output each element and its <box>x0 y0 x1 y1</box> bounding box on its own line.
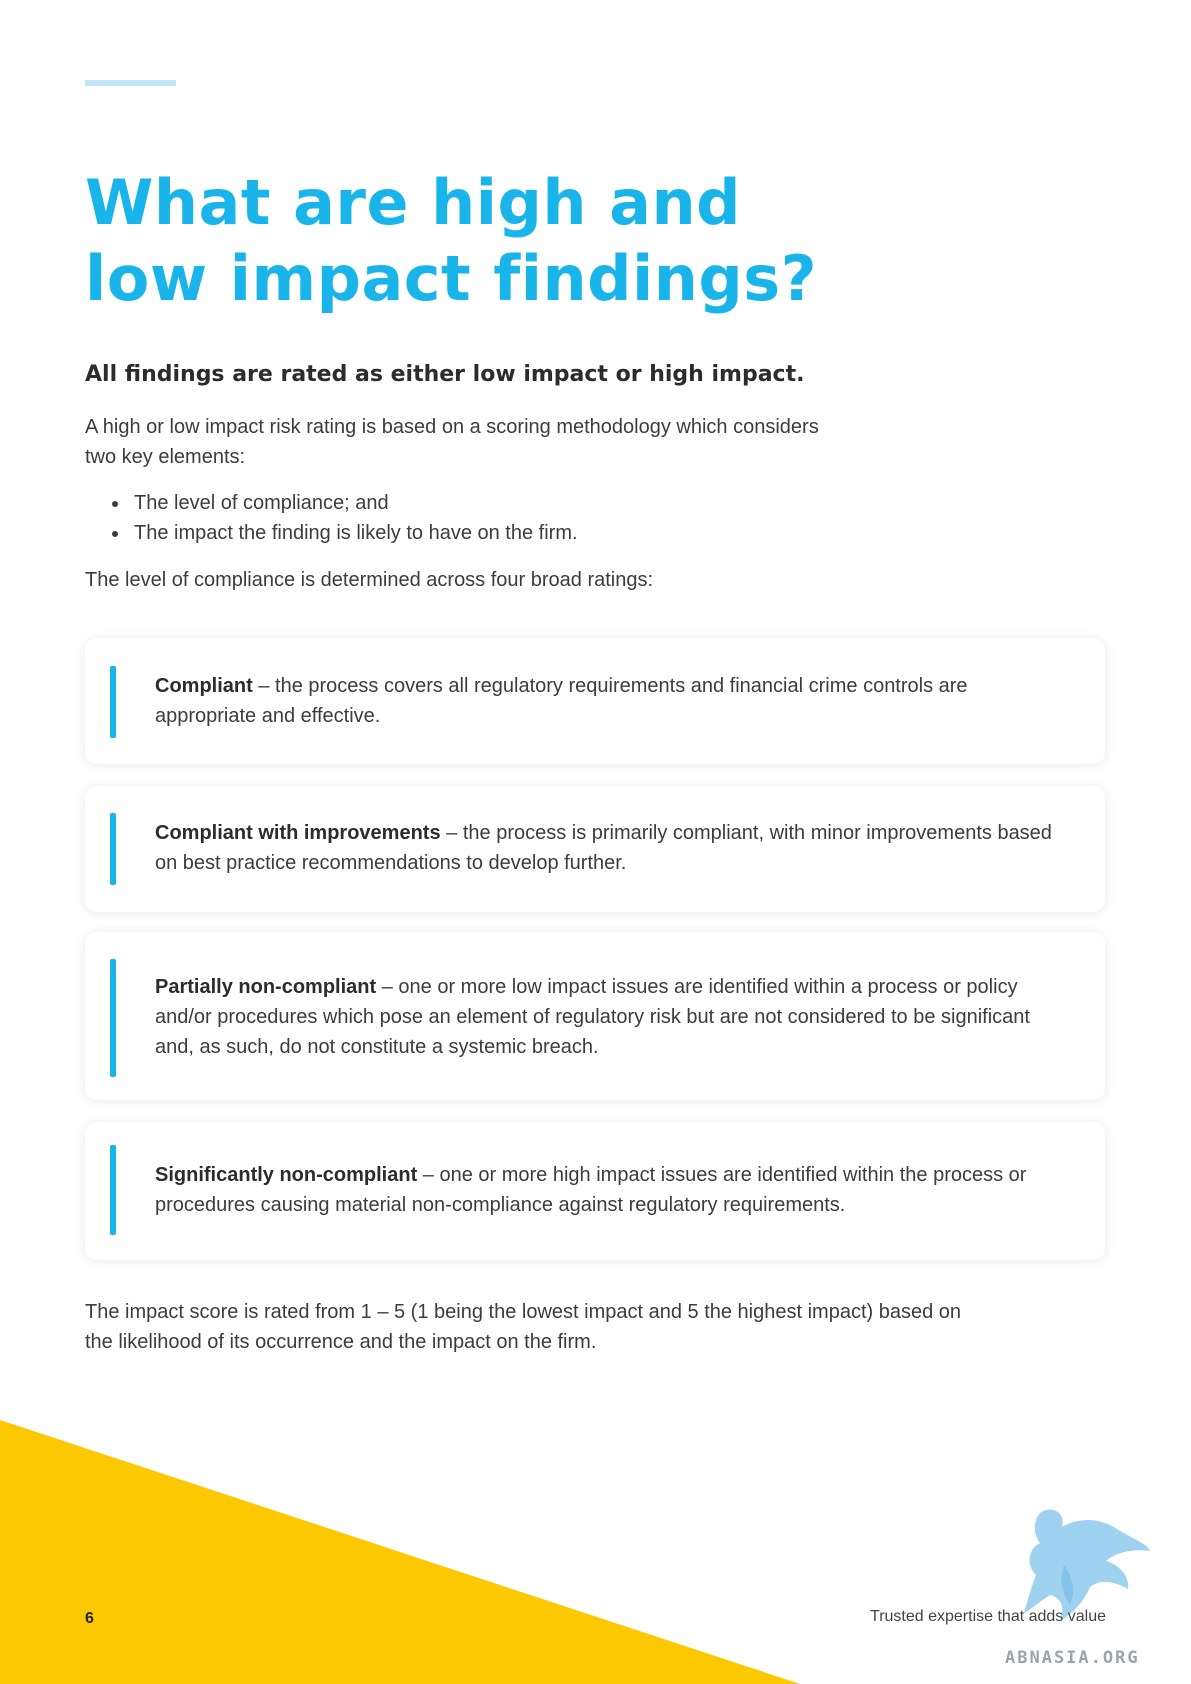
intro-paragraph: A high or low impact risk rating is base… <box>85 416 819 468</box>
list-item: The impact the finding is likely to have… <box>130 518 578 548</box>
card-accent-bar <box>110 959 116 1077</box>
impact-score-paragraph: The impact score is rated from 1 – 5 (1 … <box>85 1301 962 1353</box>
rating-description: – the process covers all regulatory requ… <box>155 675 968 727</box>
rating-card-significantly-non-compliant: Significantly non-compliant – one or mor… <box>85 1122 1105 1260</box>
top-accent-rule <box>85 80 176 86</box>
rating-description: – one or more high impact issues are ide… <box>155 1164 1027 1216</box>
rating-term: Compliant <box>155 675 253 697</box>
griffin-logo-icon <box>1024 1509 1150 1621</box>
lead-statement: All findings are rated as either low imp… <box>85 362 805 387</box>
rating-text: Compliant – the process covers all regul… <box>155 671 1060 731</box>
page-title-line-2: low impact findings? <box>85 242 818 315</box>
page-title-line-1: What are high and <box>85 166 741 239</box>
rating-card-partially-non-compliant: Partially non-compliant – one or more lo… <box>85 932 1105 1100</box>
key-elements-list: The level of compliance; and The impact … <box>108 488 578 548</box>
ratings-intro: The level of compliance is determined ac… <box>85 569 654 591</box>
rating-text: Partially non-compliant – one or more lo… <box>155 972 1060 1062</box>
watermark-text: ABNASIA.ORG <box>1005 1648 1140 1668</box>
page-number: 6 <box>85 1610 94 1627</box>
rating-term: Compliant with improvements <box>155 822 441 844</box>
footer-tagline: Trusted expertise that adds value <box>870 1608 1106 1625</box>
card-accent-bar <box>110 813 116 885</box>
list-item: The level of compliance; and <box>130 488 578 518</box>
rating-card-compliant: Compliant – the process covers all regul… <box>85 638 1105 764</box>
rating-term: Partially non-compliant <box>155 976 377 998</box>
rating-description: – one or more low impact issues are iden… <box>155 976 1030 1058</box>
card-accent-bar <box>110 666 116 738</box>
rating-text: Significantly non-compliant – one or mor… <box>155 1160 1060 1220</box>
rating-text: Compliant with improvements – the proces… <box>155 818 1060 878</box>
rating-description: – the process is primarily compliant, wi… <box>155 822 1052 874</box>
rating-card-compliant-with-improvements: Compliant with improvements – the proces… <box>85 786 1105 912</box>
rating-term: Significantly non-compliant <box>155 1164 418 1186</box>
card-accent-bar <box>110 1145 116 1235</box>
page-title: What are high and low impact findings? <box>85 165 817 317</box>
